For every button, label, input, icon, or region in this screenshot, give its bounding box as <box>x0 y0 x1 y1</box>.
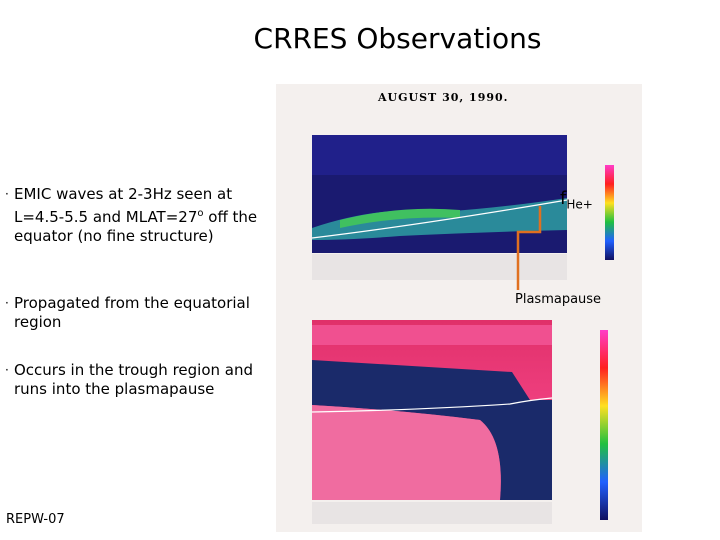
bullet: · Propagated from the equatorial region <box>5 294 250 331</box>
bullet: · Occurs in the trough region and runs in… <box>5 361 254 398</box>
he-line <box>311 199 568 239</box>
bullet-text: Occurs in the trough region and runs int… <box>14 361 254 398</box>
spectrogram-band <box>312 135 567 175</box>
trough-region <box>312 405 501 500</box>
dark-region <box>312 360 552 500</box>
line-label: fHe+ <box>560 188 593 212</box>
annotation-line <box>516 206 542 290</box>
footer: REPW-07 <box>6 512 65 527</box>
spectrogram-band <box>312 325 552 345</box>
bullet-text: off the equator (no fine structure) <box>14 208 258 245</box>
bullet: · EMIC waves at 2-3Hz seen at L=4.5-5.5 a… <box>5 185 258 245</box>
wave-band-core <box>340 208 460 228</box>
colorbar <box>600 330 608 520</box>
he-line <box>311 397 553 413</box>
bullet-text: Propagated from the equatorial region <box>14 294 250 331</box>
bullet-text: EMIC waves at 2-3Hz seen at L=4.5-5.5 an… <box>14 185 233 226</box>
axis-strip <box>312 502 552 524</box>
line-label-sub: He+ <box>566 197 593 212</box>
bullet-sup: o <box>197 208 204 219</box>
plasmapause-label: Plasmapause <box>515 292 602 307</box>
figure-date: AUGUST 30, 1990. <box>378 91 509 104</box>
line-label-base: f <box>560 188 567 209</box>
slide-title: CRRES Observations <box>253 22 542 55</box>
axis-strip <box>312 254 567 280</box>
colorbar <box>605 165 614 260</box>
